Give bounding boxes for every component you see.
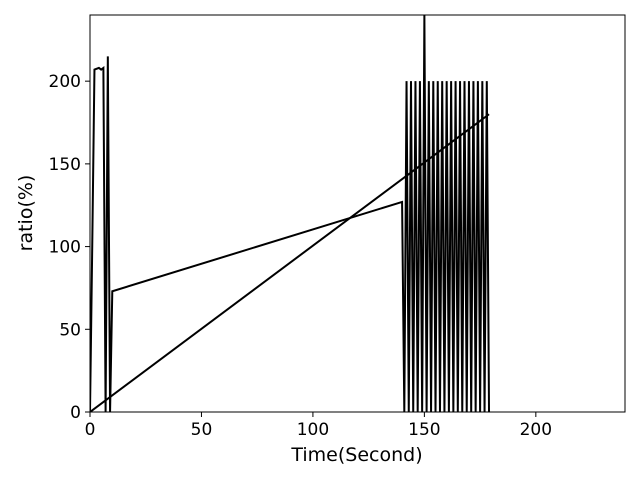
x-axis-label: Time(Second) xyxy=(290,444,422,466)
x-tick-label: 150 xyxy=(408,420,440,440)
series-group xyxy=(90,15,491,412)
y-tick-label: 100 xyxy=(49,238,81,258)
axes: 0 50 100 150 200 0 50 100 150 200 xyxy=(49,14,626,440)
y-tick-label: 200 xyxy=(49,72,81,92)
x-tick-label: 200 xyxy=(520,420,552,440)
y-tick-label: 50 xyxy=(59,320,81,340)
x-tick-label: 50 xyxy=(191,420,213,440)
y-tick-label: 150 xyxy=(49,155,81,175)
plot-area xyxy=(90,15,491,412)
plot-frame xyxy=(89,14,626,413)
x-tick-label: 100 xyxy=(297,420,329,440)
y-tick-label: 0 xyxy=(70,403,81,423)
x-tick-label: 0 xyxy=(85,420,96,440)
y-axis-label: ratio(%) xyxy=(15,175,37,252)
series-line-2 xyxy=(90,113,490,412)
series-line-1 xyxy=(90,15,491,412)
